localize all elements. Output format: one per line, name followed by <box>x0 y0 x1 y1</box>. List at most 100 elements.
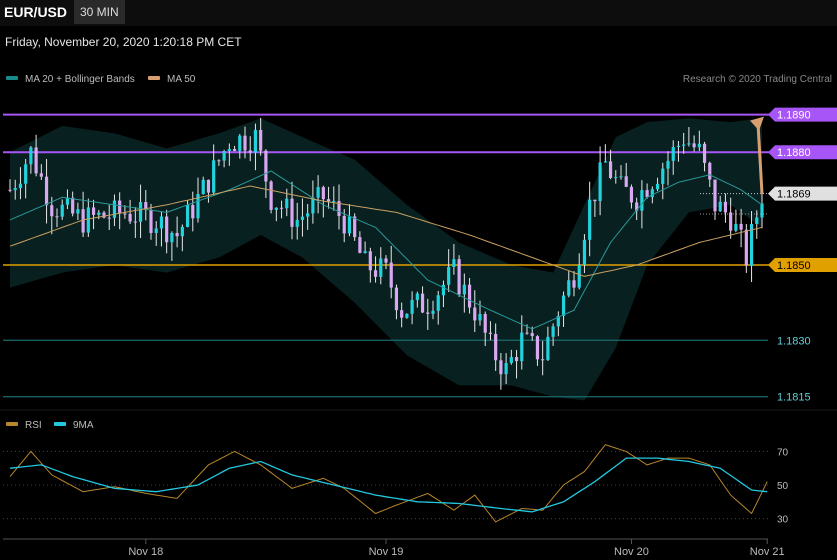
candle-body-65 <box>347 216 352 234</box>
candle-body-114 <box>603 161 607 163</box>
candle-body-56 <box>300 216 305 220</box>
candle-body-120 <box>635 202 639 211</box>
candle-body-54 <box>290 198 294 227</box>
candle-body-134 <box>708 162 712 180</box>
candle-body-135 <box>713 179 717 212</box>
candle-body-16 <box>91 207 96 215</box>
candle-body-59 <box>316 187 320 198</box>
legend-swatch-0 <box>6 76 18 80</box>
candle-body-80 <box>426 312 430 314</box>
arrow-shaft <box>756 123 764 194</box>
candle-body-20 <box>112 200 117 218</box>
candle-body-18 <box>102 212 106 218</box>
candle-body-92 <box>488 332 493 334</box>
candle-body-31 <box>170 232 174 243</box>
candle-body-70 <box>373 270 378 277</box>
candle-body-40 <box>217 160 221 162</box>
candle-body-11 <box>65 197 70 205</box>
candle-body-133 <box>702 143 707 163</box>
candle-body-51 <box>274 207 278 210</box>
x-tick-label-0: Nov 18 <box>128 546 163 558</box>
price-label-4: 1.1830 <box>777 335 811 347</box>
candle-body-99 <box>525 332 529 334</box>
candle-body-122 <box>645 190 649 198</box>
candle-body-138 <box>729 212 733 231</box>
ma50-line <box>9 185 763 277</box>
candle-body-136 <box>718 201 722 212</box>
symbol-label: EUR/USD <box>4 4 68 20</box>
candle-body-17 <box>97 212 101 215</box>
candle-body-113 <box>598 162 602 202</box>
candle-body-109 <box>577 264 581 288</box>
candle-body-104 <box>551 326 555 337</box>
candle-body-66 <box>353 216 357 238</box>
candle-body-98 <box>520 332 524 362</box>
candle-body-58 <box>311 197 315 214</box>
candle-body-9 <box>55 216 59 218</box>
candle-body-5 <box>34 147 38 174</box>
candle-body-34 <box>185 204 190 227</box>
candle-body-119 <box>629 186 634 203</box>
rsi-legend-swatch-1 <box>54 422 66 426</box>
candle-body-88 <box>467 284 472 308</box>
candle-body-110 <box>582 239 587 265</box>
candle-body-6 <box>39 173 43 177</box>
candle-body-4 <box>29 147 33 165</box>
candle-body-36 <box>196 194 200 219</box>
candle-body-8 <box>50 205 54 217</box>
candle-body-125 <box>661 168 665 184</box>
candle-body-78 <box>415 293 419 300</box>
timeframe-button[interactable]: 30 MIN <box>74 0 125 24</box>
candle-body-100 <box>530 333 534 337</box>
candle-body-108 <box>572 280 576 288</box>
moving-averages <box>9 170 763 330</box>
candle-body-87 <box>462 284 466 295</box>
candle-body-89 <box>473 307 477 321</box>
candle-body-95 <box>504 363 508 375</box>
candle-body-1 <box>13 188 17 191</box>
candle-body-55 <box>295 219 299 227</box>
candle-body-142 <box>749 223 754 266</box>
candle-body-25 <box>138 202 143 222</box>
rsi-tick-0: 30 <box>777 515 789 526</box>
candle-body-2 <box>18 183 23 189</box>
candle-body-77 <box>410 299 414 314</box>
candle-body-23 <box>128 213 132 222</box>
candle-body-91 <box>483 313 487 333</box>
candle-body-69 <box>368 251 372 271</box>
candle-body-68 <box>363 251 367 253</box>
candle-body-72 <box>384 258 388 263</box>
price-label-3: 1.1850 <box>777 260 811 272</box>
top-bar: EUR/USD 30 MIN <box>0 0 837 26</box>
candle-body-57 <box>306 213 310 217</box>
price-label-2: 1.1869 <box>777 189 811 201</box>
candle-body-139 <box>734 223 738 231</box>
candle-body-15 <box>86 207 90 233</box>
candle-body-131 <box>692 143 696 148</box>
price-tag-0 <box>768 107 837 122</box>
price-label-1: 1.1880 <box>777 147 811 159</box>
price-tag-1 <box>768 145 837 160</box>
candle-body-35 <box>191 204 195 219</box>
candle-body-50 <box>269 181 273 210</box>
candle-body-27 <box>149 209 153 233</box>
candle-body-75 <box>400 310 404 318</box>
candle-body-64 <box>342 215 346 234</box>
candle-body-48 <box>259 129 263 151</box>
candle-body-121 <box>640 190 644 211</box>
candle-body-52 <box>279 207 284 209</box>
candle-body-93 <box>494 333 498 361</box>
rsi-legend-label-1: 9MA <box>73 420 94 431</box>
candle-body-84 <box>447 266 451 285</box>
candle-body-130 <box>687 143 691 145</box>
candle-body-14 <box>81 209 85 233</box>
candle-body-96 <box>509 357 513 364</box>
candle-body-79 <box>420 293 425 313</box>
candle-body-105 <box>556 315 560 327</box>
credit-label: Research © 2020 Trading Central <box>683 74 832 85</box>
candle-body-42 <box>227 149 231 152</box>
candle-body-128 <box>676 145 681 148</box>
x-tick-label-1: Nov 19 <box>369 546 404 558</box>
x-tick-label-3: Nov 21 <box>750 546 785 558</box>
